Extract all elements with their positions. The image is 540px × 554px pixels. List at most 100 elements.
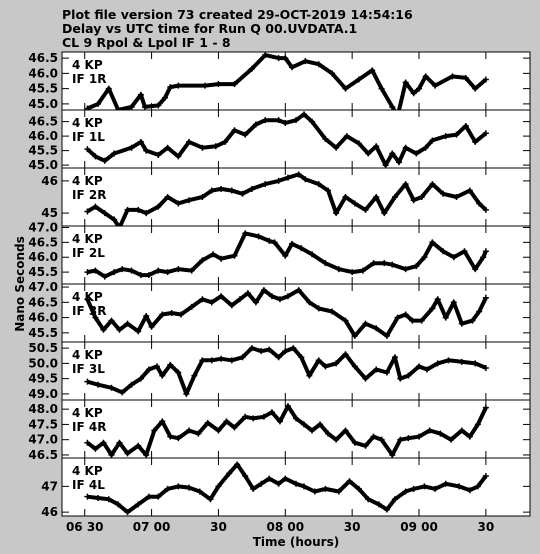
data-point <box>84 296 91 303</box>
y-tick-label: 46.5 <box>28 235 58 249</box>
data-point <box>92 314 99 321</box>
data-point <box>231 424 238 431</box>
data-point <box>343 133 350 140</box>
data-point <box>248 345 255 352</box>
data-point <box>351 332 358 339</box>
panel-if-label: IF 1L <box>72 130 105 144</box>
data-point <box>437 430 444 437</box>
data-point <box>186 427 193 434</box>
data-point <box>252 299 259 306</box>
data-point <box>389 451 396 458</box>
data-point <box>402 266 409 273</box>
data-point <box>397 375 404 382</box>
data-point <box>218 255 225 262</box>
data-point <box>196 488 203 495</box>
data-point <box>128 103 135 110</box>
data-point <box>378 436 385 443</box>
data-point <box>449 73 456 80</box>
data-point <box>302 58 309 65</box>
y-tick-label: 47 <box>41 479 58 493</box>
data-point <box>293 480 299 487</box>
data-point <box>362 442 369 449</box>
data-point <box>282 348 289 355</box>
data-point <box>275 480 282 487</box>
data-point <box>159 372 166 379</box>
data-point <box>288 64 295 71</box>
data-point <box>413 150 420 157</box>
data-point <box>329 70 336 77</box>
data-point <box>389 261 396 268</box>
data-point <box>135 442 142 449</box>
data-point <box>199 194 206 200</box>
y-tick-label: 46 <box>41 505 58 519</box>
data-point <box>218 355 225 362</box>
data-point <box>482 404 489 411</box>
data-point <box>252 121 259 128</box>
data-point <box>311 488 318 495</box>
data-point <box>266 346 273 353</box>
data-point <box>148 323 155 330</box>
data-point <box>474 421 481 428</box>
data-point <box>426 427 433 434</box>
y-tick-label: 46 <box>41 174 58 188</box>
data-point <box>306 372 313 379</box>
data-point <box>164 144 171 151</box>
data-point <box>199 257 206 264</box>
data-point <box>100 439 107 446</box>
data-point <box>410 197 417 204</box>
data-point <box>469 317 476 324</box>
data-point <box>365 496 372 503</box>
data-point <box>382 162 389 169</box>
data-point <box>215 483 222 490</box>
data-point <box>405 435 412 442</box>
data-point <box>250 415 257 422</box>
data-point <box>315 181 322 188</box>
data-point <box>282 475 289 482</box>
data-point <box>276 296 283 303</box>
data-point <box>92 267 99 274</box>
data-point <box>137 375 144 382</box>
data-point <box>155 151 162 158</box>
data-point <box>167 84 174 91</box>
data-point <box>349 269 356 276</box>
data-point <box>482 130 489 137</box>
data-point <box>275 117 282 124</box>
data-point <box>276 418 283 425</box>
data-point <box>450 254 457 261</box>
data-point <box>242 230 249 237</box>
data-point <box>164 194 171 200</box>
data-point <box>143 147 150 154</box>
data-point <box>381 210 388 217</box>
data-point <box>188 303 195 310</box>
y-tick-label: 46.5 <box>28 448 58 462</box>
data-point <box>317 421 324 428</box>
data-point <box>248 185 255 192</box>
data-point <box>373 325 380 332</box>
data-point <box>322 485 329 492</box>
data-point <box>228 357 235 364</box>
panel-if-label: IF 4L <box>72 478 105 492</box>
data-point <box>482 294 489 301</box>
data-point <box>175 435 182 442</box>
data-point <box>461 248 468 255</box>
data-point <box>175 153 182 160</box>
data-point <box>284 293 291 300</box>
plot-header: Plot file version 73 created 29-OCT-2019… <box>62 8 413 50</box>
data-point <box>186 138 193 145</box>
data-point <box>164 269 171 276</box>
data-point <box>381 260 388 267</box>
data-point <box>432 485 439 492</box>
data-point <box>167 433 174 440</box>
data-point <box>325 187 332 194</box>
data-point <box>271 239 278 246</box>
data-point <box>202 82 209 89</box>
header-line-2: Delay vs UTC time for Run Q 00.UVDATA.1 <box>62 21 358 36</box>
data-point <box>212 143 219 150</box>
data-point <box>482 364 489 371</box>
data-point <box>389 150 396 157</box>
data-point <box>222 138 229 145</box>
panel-if-label: IF 1R <box>72 72 106 86</box>
panel-antenna-label: 4 KP <box>72 464 103 478</box>
data-point <box>137 272 144 279</box>
